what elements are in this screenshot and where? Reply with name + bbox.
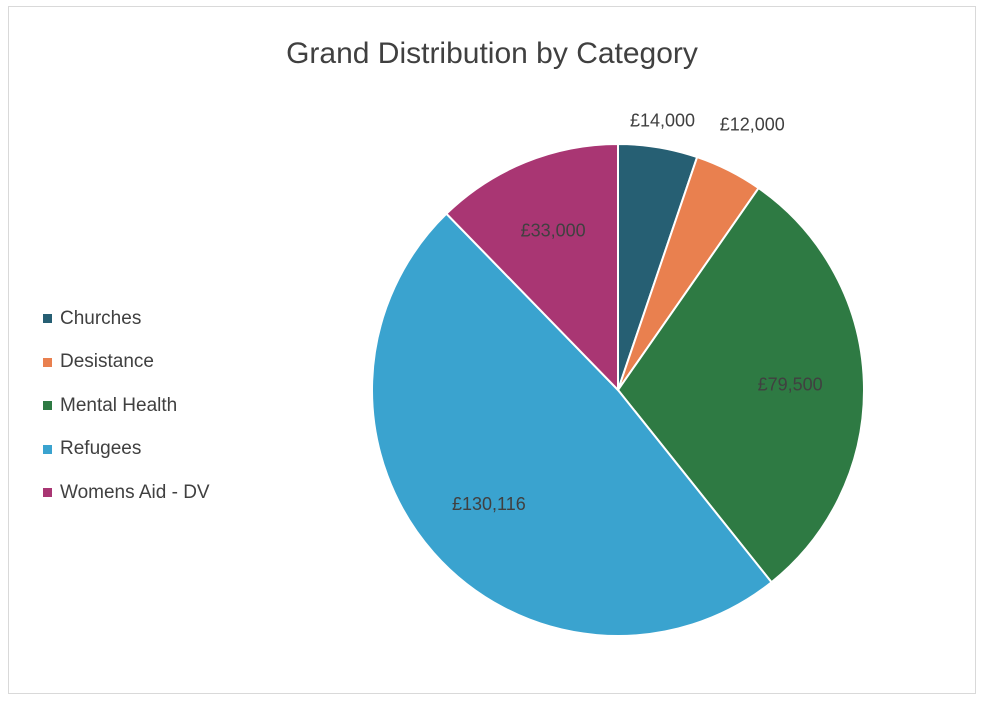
legend-swatch (43, 401, 52, 411)
chart-legend: Churches Desistance Mental Health Refuge… (43, 297, 210, 515)
legend-item-churches: Churches (43, 297, 210, 341)
pie-slice-womens-aid (445, 142, 619, 393)
data-label-churches: £14,000 (630, 111, 695, 131)
legend-swatch (43, 314, 52, 324)
data-label-refugees: £130,116 (452, 494, 526, 514)
data-label-womens-aid: £33,000 (521, 220, 586, 240)
chart-title: Grand Distribution by Category (286, 37, 698, 70)
legend-label: Refugees (60, 438, 142, 460)
data-label-mental-health: £79,500 (758, 374, 823, 394)
legend-item-mental-health: Mental Health (43, 384, 210, 428)
legend-label: Womens Aid - DV (60, 481, 210, 503)
legend-item-womens-aid: Womens Aid - DV (43, 471, 210, 515)
legend-item-desistance: Desistance (43, 341, 210, 385)
legend-label: Churches (60, 307, 142, 329)
data-label-desistance: £12,000 (720, 114, 785, 134)
legend-label: Desistance (60, 351, 154, 373)
legend-label: Mental Health (60, 394, 178, 416)
legend-item-refugees: Refugees (43, 428, 210, 472)
legend-swatch (43, 357, 52, 367)
pie-slice-refugees (371, 212, 773, 637)
legend-swatch (43, 488, 52, 498)
pie-slice-mental-health (616, 186, 865, 584)
legend-swatch (43, 444, 52, 454)
